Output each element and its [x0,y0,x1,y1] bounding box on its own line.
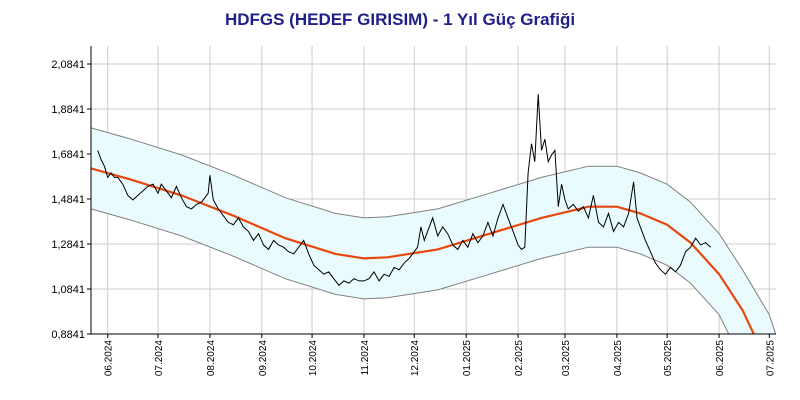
x-tick-label: 04.2025 [613,340,624,377]
y-tick-label: 1,0841 [51,284,85,296]
x-tick-label: 06.2024 [104,340,115,377]
y-tick-label: 1,2841 [51,239,85,251]
x-tick-label: 03.2025 [561,340,572,377]
y-tick-label: 1,4841 [51,194,85,206]
band-upper-line [91,127,776,334]
x-tick-label: 07.2025 [765,340,776,377]
x-tick-label: 09.2024 [258,340,269,377]
x-tick-label: 01.2025 [462,340,473,377]
price-line [97,94,712,287]
regression-band-fill [91,127,776,334]
y-tick-label: 0,8841 [51,329,85,341]
y-tick-label: 1,8841 [51,104,85,116]
x-tick-label: 07.2024 [154,340,165,377]
x-tick-label: 11.2024 [360,340,371,376]
x-tick-label: 12.2024 [410,340,421,377]
trend-layer [91,167,755,334]
axis-layer: 0,8841 1,0841 1,2841 1,4841 1,6841 1,8841 2,08… [51,46,776,376]
y-tick-label: 2,0841 [51,59,85,71]
x-tick-label: 05.2025 [663,340,674,377]
x-tick-label: 08.2024 [206,340,217,377]
regression-trend-line [91,167,755,334]
x-tick-label: 06.2025 [715,340,726,377]
chart-title: HDFGS (HEDEF GIRISIM) - 1 Yıl Güç Grafiğ… [224,10,576,29]
price-layer [97,94,712,287]
x-tick-label: 02.2025 [514,340,525,377]
x-tick-label: 10.2024 [308,340,319,377]
y-tick-label: 1,6841 [51,149,85,161]
